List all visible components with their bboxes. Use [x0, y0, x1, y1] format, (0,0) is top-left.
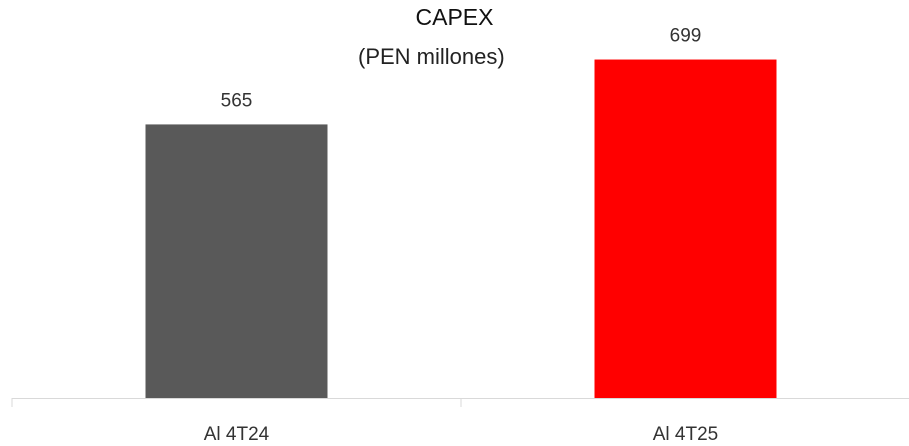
data-labels-group: 565 699	[221, 26, 702, 112]
data-label-2: 699	[670, 26, 702, 47]
x-tick-labels-group: Al 4T24 Al 4T25	[204, 424, 718, 445]
bar-2	[594, 59, 777, 399]
bar-1	[145, 124, 328, 398]
chart-title: CAPEX	[415, 4, 494, 30]
x-tick-label-1: Al 4T24	[204, 424, 270, 445]
data-label-1: 565	[221, 90, 253, 111]
chart-subtitle: (PEN millones)	[358, 44, 505, 69]
x-tick-label-2: Al 4T25	[653, 424, 718, 445]
x-axis	[11, 398, 909, 407]
bars-group	[145, 59, 777, 399]
